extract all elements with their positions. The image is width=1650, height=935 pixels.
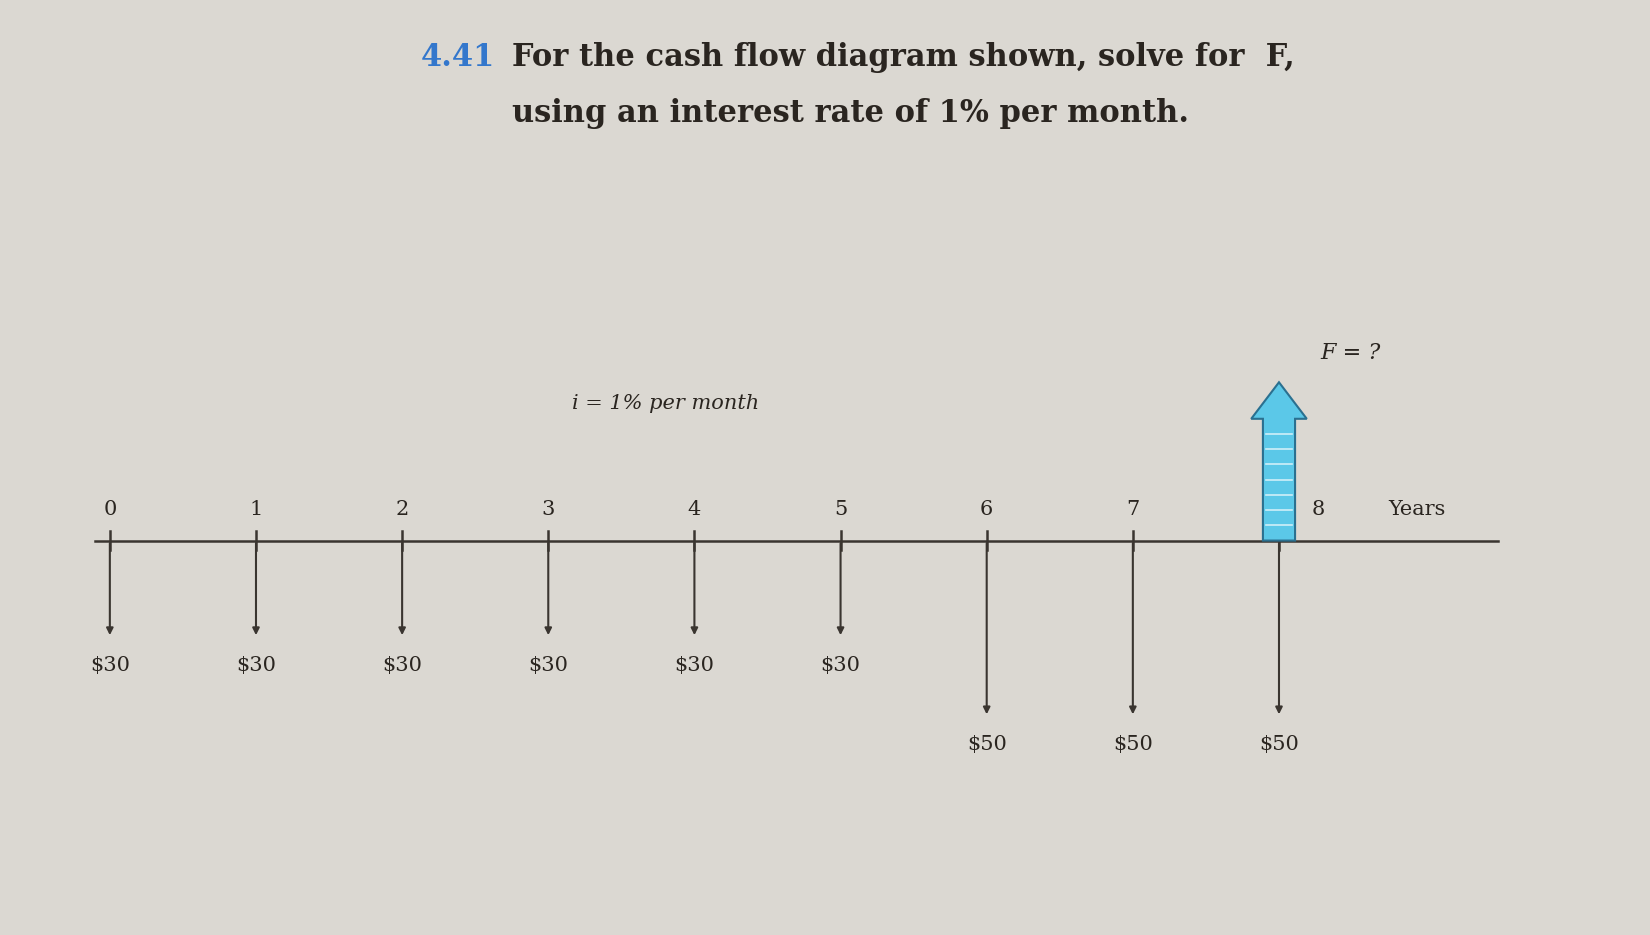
FancyArrow shape: [1251, 382, 1307, 540]
Text: 4: 4: [688, 500, 701, 519]
Text: $50: $50: [1112, 736, 1153, 755]
Text: using an interest rate of 1% per month.: using an interest rate of 1% per month.: [512, 98, 1188, 129]
Text: 0: 0: [104, 500, 117, 519]
Text: F = ?: F = ?: [1320, 342, 1379, 364]
Text: 7: 7: [1127, 500, 1140, 519]
Text: 1: 1: [249, 500, 262, 519]
Text: 2: 2: [396, 500, 409, 519]
Text: Years: Years: [1389, 500, 1445, 519]
Text: 4.41: 4.41: [421, 42, 495, 73]
Text: 5: 5: [833, 500, 846, 519]
Text: $30: $30: [236, 656, 276, 675]
Text: $30: $30: [89, 656, 130, 675]
Text: $50: $50: [967, 736, 1006, 755]
Text: 6: 6: [980, 500, 993, 519]
Text: i = 1% per month: i = 1% per month: [571, 394, 759, 413]
Text: For the cash flow diagram shown, solve for  F,: For the cash flow diagram shown, solve f…: [512, 42, 1294, 73]
Text: $30: $30: [528, 656, 568, 675]
Text: $50: $50: [1259, 736, 1299, 755]
Text: $30: $30: [383, 656, 422, 675]
Text: 8: 8: [1312, 500, 1325, 519]
Text: $30: $30: [675, 656, 714, 675]
Text: 3: 3: [541, 500, 554, 519]
Text: $30: $30: [820, 656, 861, 675]
